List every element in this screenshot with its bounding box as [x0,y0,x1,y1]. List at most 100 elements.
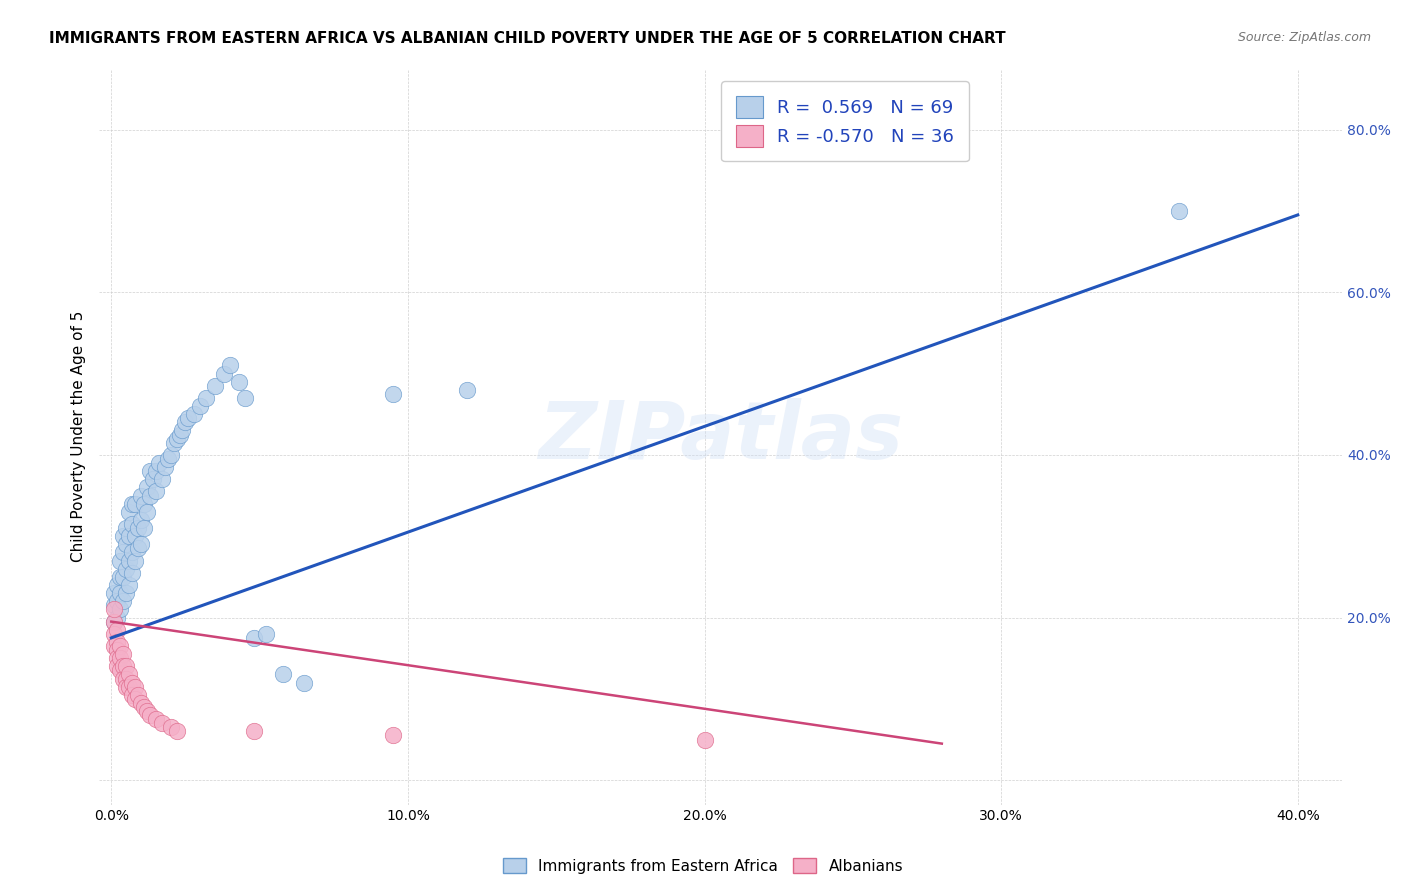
Point [254,627,277,641]
Point [115,537,138,551]
Point [242,631,264,645]
Point [108,570,131,584]
Point [127,541,149,556]
Point [1168,203,1191,218]
Point [103,586,125,600]
Point [118,667,141,681]
Point [139,489,162,503]
Point [115,562,138,576]
Point [112,545,135,559]
Point [174,415,197,429]
Point [112,647,135,661]
Point [129,537,152,551]
Point [150,716,173,731]
Point [233,391,256,405]
Point [103,615,125,629]
Point [127,688,149,702]
Point [132,700,155,714]
Point [183,407,205,421]
Text: Source: ZipAtlas.com: Source: ZipAtlas.com [1237,31,1371,45]
Point [242,724,264,739]
Point [105,659,128,673]
Point [105,610,128,624]
Point [118,578,141,592]
Point [112,672,135,686]
Point [121,516,143,531]
Point [121,688,143,702]
Point [228,375,250,389]
Point [121,545,143,559]
Point [115,680,138,694]
Point [103,627,125,641]
Point [145,464,167,478]
Point [159,720,181,734]
Point [121,497,143,511]
Point [132,497,155,511]
Point [124,529,146,543]
Point [172,424,194,438]
Point [103,615,125,629]
Point [159,448,181,462]
Text: ZIPatlas: ZIPatlas [538,398,903,475]
Point [145,484,167,499]
Point [112,529,135,543]
Point [292,675,315,690]
Point [108,639,131,653]
Point [153,460,176,475]
Point [129,513,152,527]
Point [169,427,191,442]
Point [127,521,149,535]
Point [105,643,128,657]
Point [103,639,125,653]
Point [118,680,141,694]
Point [108,602,131,616]
Point [124,680,146,694]
Point [118,505,141,519]
Legend: Immigrants from Eastern Africa, Albanians: Immigrants from Eastern Africa, Albanian… [496,852,910,880]
Point [212,367,235,381]
Legend: R =  0.569   N = 69, R = -0.570   N = 36: R = 0.569 N = 69, R = -0.570 N = 36 [721,81,969,161]
Point [139,708,162,723]
Point [103,599,125,613]
Point [693,732,716,747]
Point [177,411,200,425]
Point [129,696,152,710]
Point [195,391,218,405]
Point [188,399,211,413]
Point [139,464,162,478]
Point [103,602,125,616]
Point [108,553,131,567]
Point [145,712,167,726]
Point [108,664,131,678]
Text: IMMIGRANTS FROM EASTERN AFRICA VS ALBANIAN CHILD POVERTY UNDER THE AGE OF 5 CORR: IMMIGRANTS FROM EASTERN AFRICA VS ALBANI… [49,31,1005,46]
Point [108,586,131,600]
Point [108,651,131,665]
Point [135,704,157,718]
Point [121,675,143,690]
Point [156,452,179,467]
Point [115,659,138,673]
Point [132,521,155,535]
Point [135,480,157,494]
Point [115,586,138,600]
Point [135,505,157,519]
Point [115,672,138,686]
Point [105,623,128,637]
Point [382,729,405,743]
Point [273,667,295,681]
Point [121,566,143,580]
Point [105,651,128,665]
Point [162,435,184,450]
Point [204,378,226,392]
Point [142,472,165,486]
Point [456,383,478,397]
Point [112,570,135,584]
Point [150,472,173,486]
Y-axis label: Child Poverty Under the Age of 5: Child Poverty Under the Age of 5 [72,311,86,562]
Point [124,691,146,706]
Point [112,659,135,673]
Point [129,489,152,503]
Point [105,578,128,592]
Point [166,724,188,739]
Point [124,497,146,511]
